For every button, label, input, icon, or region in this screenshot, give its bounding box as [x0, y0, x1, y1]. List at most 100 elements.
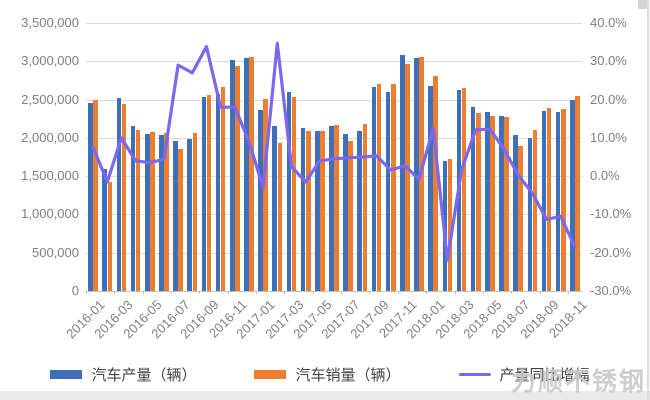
production-bar-2017-09: [371, 86, 377, 291]
production-bar-2016-06: [159, 134, 164, 291]
x-axis-tick: [539, 291, 541, 294]
x-axis-tick: [454, 291, 456, 294]
x-axis-tick: [511, 291, 513, 294]
sales-bar-2017-06: [334, 124, 339, 291]
sales-bar-2017-01: [263, 98, 268, 291]
production-bar-2018-04: [470, 107, 476, 291]
sales-bar-2018-07: [518, 146, 524, 291]
production-bar-2018-01: [428, 85, 433, 291]
production-bar-2017-04: [300, 127, 306, 291]
sales-bar-2016-01: [93, 99, 98, 291]
left-axis-tick-label: 2,000,000: [21, 129, 79, 145]
production-bar-2017-11: [400, 55, 405, 291]
x-axis-tick: [256, 291, 258, 294]
sales-bar-2016-07: [178, 148, 183, 291]
x-axis-tick: [171, 291, 172, 294]
x-axis-tick: [284, 291, 286, 294]
sales-bar-2018-10: [560, 108, 566, 291]
production-bar-2017-05: [314, 131, 320, 291]
right-axis-tick-label: 0.0%: [590, 168, 620, 184]
sales-bar-2016-08: [192, 133, 198, 291]
gridline: [86, 99, 582, 101]
production-bar-2016-03: [116, 98, 122, 291]
production-bar-2018-06: [499, 115, 504, 291]
right-axis-tick-label: -30.0%: [590, 283, 632, 298]
sales-bar-2018-09: [546, 108, 552, 291]
production-bar-2018-05: [485, 111, 490, 291]
production-bar-2016-07: [173, 140, 178, 291]
production-bar-2016-11: [229, 59, 235, 291]
legend-item-sales-swatch: [254, 370, 287, 379]
production-bar-2016-10: [215, 94, 221, 291]
right-axis-tick-label: 20.0%: [590, 91, 627, 107]
sales-bar-2017-03: [291, 96, 297, 291]
left-axis-tick-label: 1,000,000: [21, 206, 79, 222]
legend-item-yoy: 产量同比增幅: [458, 364, 590, 385]
x-axis-tick: [86, 291, 87, 294]
sales-bar-2017-09: [376, 83, 382, 291]
sales-bar-2018-06: [504, 117, 509, 291]
corner-chip: [638, 0, 647, 9]
production-bar-2018-02: [442, 160, 448, 291]
watermark: 力顺不锈钢: [510, 368, 646, 396]
left-axis-tick-label: 0: [71, 283, 79, 298]
sales-bar-2018-11: [575, 95, 580, 291]
sales-bar-2018-05: [490, 115, 495, 291]
sales-bar-2016-12: [249, 56, 254, 291]
production-bar-2016-02: [102, 168, 108, 291]
sales-bar-2018-04: [475, 113, 481, 291]
sales-bar-2018-03: [461, 88, 467, 291]
x-axis-tick: [341, 291, 343, 294]
sales-bar-2016-03: [121, 104, 127, 291]
production-bar-2017-06: [329, 125, 334, 291]
production-bar-2016-01: [88, 102, 93, 291]
sales-bar-2018-02: [447, 159, 453, 291]
production-bar-2017-07: [343, 134, 348, 291]
legend-item-production-swatch: [50, 370, 83, 379]
x-axis-tick: [397, 291, 399, 294]
legend-item-sales-label: 汽车销量（辆）: [295, 367, 401, 384]
production-bar-2016-09: [201, 97, 207, 291]
sales-bar-2016-09: [206, 95, 212, 291]
left-axis-tick-label: 3,000,000: [21, 53, 79, 69]
right-axis-tick-label: 30.0%: [590, 53, 627, 69]
sales-bar-2017-11: [405, 64, 410, 291]
production-bar-2018-11: [570, 100, 575, 291]
legend-item-yoy-swatch: [458, 373, 491, 376]
sales-bar-2017-12: [419, 56, 424, 291]
left-axis-tick-label: 1,500,000: [21, 168, 79, 184]
right-axis-tick-label: 10.0%: [590, 129, 627, 145]
sales-bar-2017-05: [320, 131, 325, 291]
sales-bar-2017-07: [348, 140, 354, 291]
legend-item-yoy-label: 产量同比增幅: [499, 367, 590, 384]
production-bar-2018-08: [527, 137, 533, 291]
gridline: [86, 23, 582, 24]
x-axis-tick: [199, 291, 201, 294]
sales-bar-2016-04: [135, 130, 141, 291]
production-bar-2017-01: [258, 109, 263, 291]
sales-bar-2018-01: [433, 75, 439, 291]
production-bar-2016-05: [144, 134, 150, 291]
gridline: [86, 291, 582, 292]
bottom-strip: [0, 391, 650, 400]
production-bar-2016-08: [187, 139, 193, 291]
production-bar-2018-03: [456, 90, 462, 291]
gridline: [86, 61, 582, 63]
x-axis-tick: [567, 291, 569, 294]
left-axis-tick-label: 3,500,000: [21, 15, 79, 30]
production-bar-2018-09: [541, 111, 547, 291]
legend-item-production: 汽车产量（辆）: [50, 364, 196, 385]
production-bar-2018-07: [513, 134, 518, 291]
sales-bar-2017-04: [305, 131, 311, 291]
production-bar-2017-10: [385, 91, 391, 291]
sales-bar-2016-11: [235, 65, 240, 291]
sales-bar-2017-08: [362, 124, 368, 291]
production-bar-2017-02: [272, 126, 278, 291]
right-axis-tick-label: 40.0%: [590, 15, 627, 30]
production-bar-2018-10: [555, 111, 561, 291]
x-axis-tick: [482, 291, 484, 294]
right-edge-border: [647, 0, 649, 400]
production-bar-2017-03: [286, 91, 292, 291]
sales-bar-2018-08: [532, 130, 538, 291]
